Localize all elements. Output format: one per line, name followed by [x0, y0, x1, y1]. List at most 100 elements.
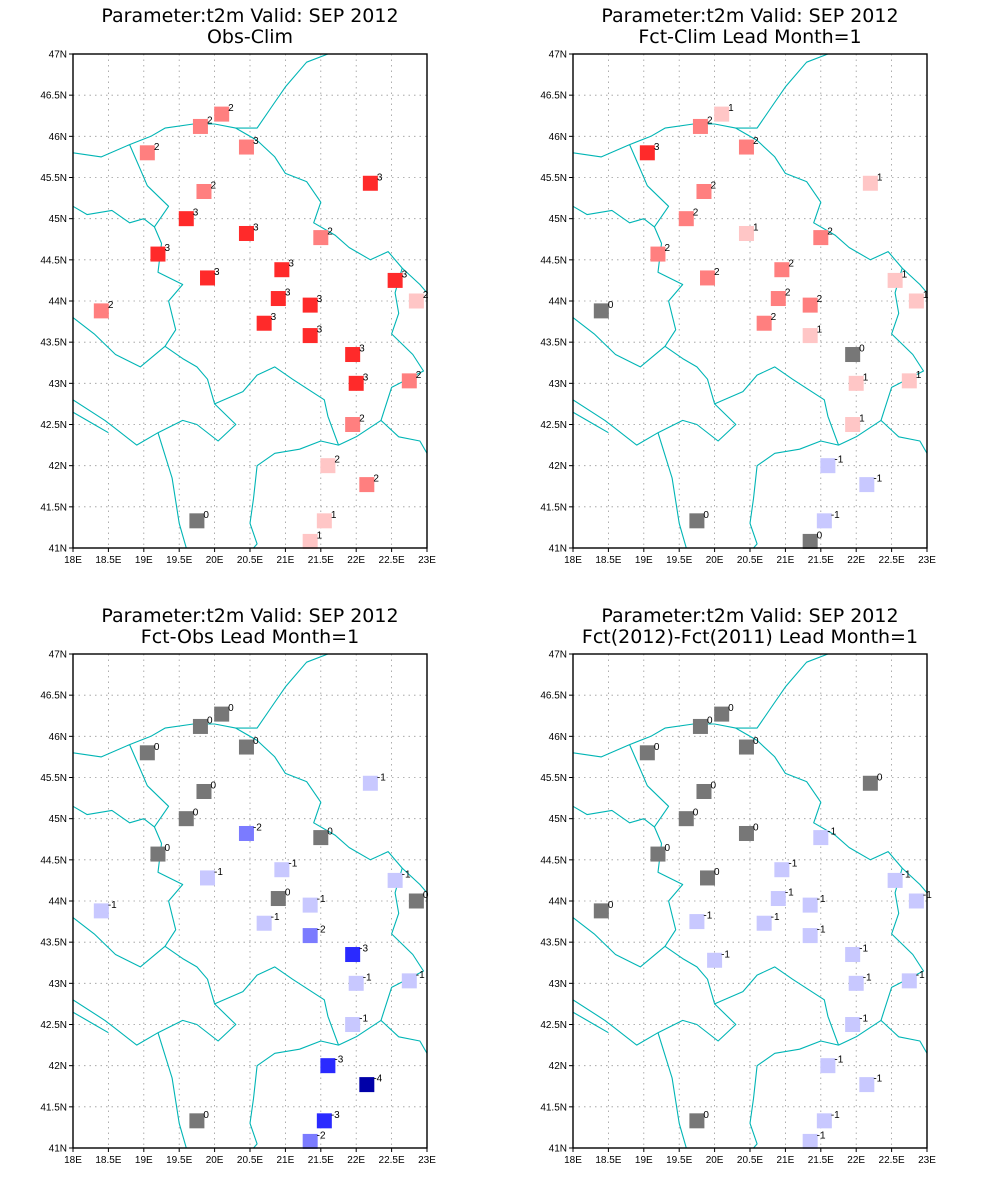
- border-line: [657, 403, 737, 548]
- station-marker: [359, 477, 375, 493]
- station-marker: [738, 225, 754, 241]
- y-tick-label: 42.5N: [540, 1020, 567, 1031]
- station-marker: [813, 230, 829, 246]
- station-marker: [770, 291, 786, 307]
- station-marker: [650, 246, 666, 262]
- station-value-label: 0: [608, 900, 614, 911]
- station-value-label: 2: [710, 180, 716, 191]
- station-marker: [845, 347, 861, 363]
- station-marker: [593, 903, 609, 919]
- station-marker: [238, 825, 254, 841]
- station-marker: [707, 952, 723, 968]
- station-marker: [774, 862, 790, 878]
- station-value-label: 2: [210, 180, 216, 191]
- border-line: [164, 345, 340, 446]
- station-marker: [700, 270, 716, 286]
- station-value-label: -1: [721, 949, 730, 960]
- station-marker: [313, 830, 329, 846]
- station-marker: [238, 739, 254, 755]
- station-marker: [302, 297, 318, 313]
- border-line: [157, 403, 237, 548]
- station-marker: [692, 718, 708, 734]
- chart-title: Parameter:t2m Valid: SEP 2012: [601, 5, 898, 27]
- station-marker: [756, 315, 772, 331]
- station-marker: [678, 811, 694, 827]
- station-value-label: 3: [253, 222, 259, 233]
- y-tick-label: 41.5N: [40, 1102, 67, 1113]
- station-marker: [802, 928, 818, 944]
- station-marker: [345, 947, 361, 963]
- x-tick-label: 18E: [564, 1155, 582, 1166]
- station-value-label: 2: [827, 227, 833, 238]
- border-line: [164, 945, 340, 1046]
- station-marker: [770, 891, 786, 907]
- station-value-label: 1: [728, 103, 734, 114]
- border-line: [573, 999, 659, 1046]
- station-marker: [845, 947, 861, 963]
- chart-title: Parameter:t2m Valid: SEP 2012: [101, 5, 398, 27]
- station-value-label: -1: [859, 1014, 868, 1025]
- station-value-label: -1: [834, 1055, 843, 1066]
- x-tick-label: 18.5E: [595, 555, 621, 566]
- station-value-label: 2: [423, 290, 429, 301]
- station-value-label: -1: [402, 869, 411, 880]
- station-marker: [359, 1077, 375, 1093]
- station-value-label: 3: [359, 344, 365, 355]
- x-tick-label: 21.5E: [308, 555, 334, 566]
- station-value-label: 2: [334, 455, 340, 466]
- station-value-label: 0: [423, 890, 429, 901]
- x-tick-label: 22.5E: [379, 1155, 405, 1166]
- station-marker: [401, 973, 417, 989]
- station-value-label: 2: [664, 243, 670, 254]
- station-value-label: -1: [108, 900, 117, 911]
- x-tick-label: 18.5E: [95, 555, 121, 566]
- station-marker: [859, 477, 875, 493]
- y-tick-label: 44.5N: [40, 255, 67, 266]
- station-marker: [348, 375, 364, 391]
- station-value-label: 3: [317, 325, 323, 336]
- y-tick-label: 42N: [549, 1061, 567, 1072]
- station-value-label: 1: [859, 414, 865, 425]
- station-value-label: 3: [253, 136, 259, 147]
- border-line: [657, 1003, 737, 1148]
- station-value-label: 0: [859, 344, 865, 355]
- station-marker: [302, 533, 318, 549]
- station-value-label: 3: [654, 142, 660, 153]
- x-tick-label: 19.5E: [166, 1155, 192, 1166]
- station-marker: [362, 175, 378, 191]
- station-value-label: 0: [817, 530, 823, 541]
- y-tick-label: 43N: [549, 379, 567, 390]
- station-value-label: -1: [831, 1110, 840, 1121]
- y-tick-label: 45.5N: [40, 173, 67, 184]
- station-marker: [692, 118, 708, 134]
- x-tick-label: 22.5E: [379, 555, 405, 566]
- border-line: [157, 1003, 237, 1148]
- station-marker: [639, 145, 655, 161]
- x-tick-label: 21E: [277, 555, 295, 566]
- station-marker: [178, 211, 194, 227]
- y-tick-label: 44.5N: [40, 855, 67, 866]
- station-marker: [270, 891, 286, 907]
- y-tick-label: 41.5N: [40, 502, 67, 513]
- station-markers: 1 2 3 2 1 2 2 1 2 2 2 2 1 2 2 1 0 2 1 0 1 1 1 -1 -1 0 -1 0: [593, 103, 929, 549]
- y-tick-label: 43.5N: [540, 938, 567, 949]
- station-value-label: 0: [253, 736, 259, 747]
- y-tick-label: 46.5N: [40, 691, 67, 702]
- station-value-label: -1: [863, 972, 872, 983]
- station-marker: [192, 718, 208, 734]
- border-line: [235, 727, 427, 894]
- station-value-label: 2: [416, 370, 422, 381]
- y-tick-label: 42N: [549, 461, 567, 472]
- y-tick-label: 46N: [49, 732, 67, 743]
- station-value-label: 2: [771, 312, 777, 323]
- y-tick-label: 41N: [49, 1144, 67, 1155]
- border-line: [880, 267, 927, 454]
- station-value-label: 2: [693, 208, 699, 219]
- station-value-label: -3: [334, 1055, 343, 1066]
- x-tick-label: 23E: [918, 1155, 936, 1166]
- station-value-label: -2: [253, 822, 262, 833]
- station-marker: [320, 458, 336, 474]
- station-marker: [738, 739, 754, 755]
- x-tick-label: 22.5E: [879, 555, 905, 566]
- station-marker: [714, 706, 730, 722]
